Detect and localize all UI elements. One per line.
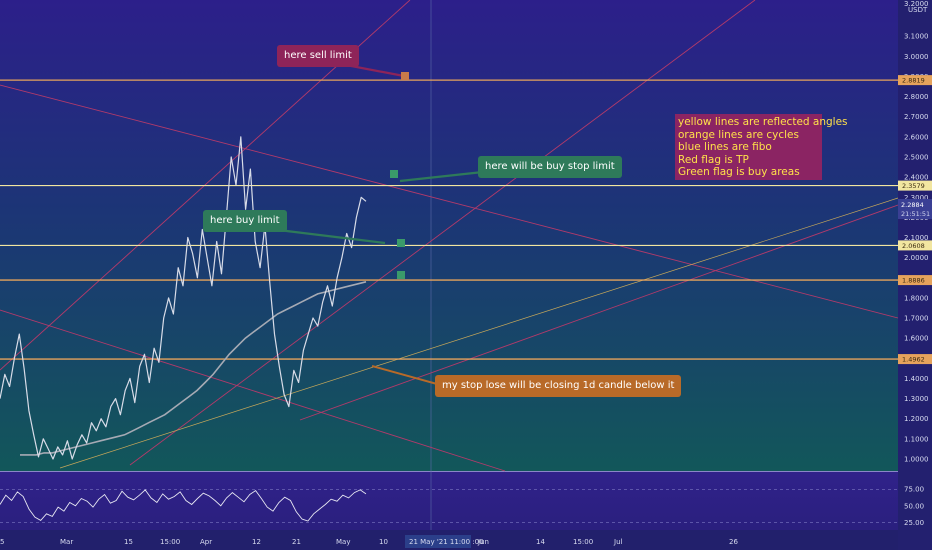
price-tick: 2.6000 [904, 133, 929, 141]
red-flag-icon [401, 72, 409, 80]
oscillator-tick: 25.00 [904, 519, 924, 527]
price-tick: 1.4000 [904, 375, 929, 383]
callout-pointers [261, 59, 484, 385]
level-label: 1.8886 [902, 277, 925, 285]
time-tick: 26 [729, 538, 738, 546]
level-tag [898, 275, 932, 286]
buy-limit-callout[interactable]: here buy limit [203, 210, 287, 232]
cursor-date-label: 21 May '21 11:00 :00 [409, 538, 484, 546]
legend-line: blue lines are fibo [678, 141, 772, 153]
buy-stop-pointer [399, 170, 484, 183]
buy-limit-text: here buy limit [210, 215, 280, 226]
trend-line [0, 84, 899, 319]
price-axis-background [898, 0, 932, 550]
moving-average-line [20, 281, 367, 456]
level-label: 1.4962 [902, 356, 925, 364]
time-tick: 5 [0, 538, 4, 546]
time-axis: 5 Mar 15 15:00 Apr 12 21 May 10 Jun 14 15:00 Jul 26 [0, 538, 738, 546]
level-tags: 2.8819 2.3579 2.0608 1.8886 1.4962 [898, 75, 932, 365]
trend-line [129, 0, 756, 466]
sell-limit-callout[interactable]: here sell limit [277, 45, 359, 67]
price-tick: 1.3000 [904, 395, 929, 403]
price-series [0, 136, 367, 460]
price-tick: 2.7000 [904, 113, 929, 121]
price-tick: 1.1000 [904, 435, 929, 443]
stop-loss-pointer [371, 365, 438, 385]
cursor-date-tag [405, 535, 471, 548]
price-tick: 3.2000 [904, 0, 929, 8]
legend-line: Red flag is TP [678, 153, 749, 166]
green-flag-icon [397, 239, 405, 247]
green-flag-icon [390, 170, 398, 178]
price-tick: 2.1000 [904, 234, 929, 242]
price-tick: 2.0000 [904, 254, 929, 262]
level-tag [898, 240, 932, 251]
legend-line: orange lines are cycles [678, 128, 799, 141]
trend-line [59, 197, 899, 469]
oscillator-axis: 75.00 50.00 25.00 [904, 486, 924, 527]
level-tag [898, 354, 932, 365]
current-price-label: 2.2884 [901, 201, 924, 209]
time-tick: 21 [292, 538, 301, 546]
price-tick: 2.4000 [904, 174, 929, 182]
sell-limit-text: here sell limit [284, 50, 352, 61]
price-tick: 1.2000 [904, 415, 929, 423]
oscillator-tick: 75.00 [904, 486, 924, 494]
price-tick: 1.0000 [904, 455, 929, 463]
price-tick: 2.8000 [904, 93, 929, 101]
green-flag-icon [397, 271, 405, 279]
legend-line: Green flag is buy areas [678, 166, 800, 178]
level-label: 2.0608 [902, 242, 925, 250]
price-tick: 3.1000 [904, 33, 929, 41]
trend-line [299, 204, 899, 421]
legend-note[interactable]: yellow lines are reflected angles orange… [675, 114, 848, 180]
buy-stop-text: here will be buy stop limit [485, 161, 615, 172]
level-tag [898, 180, 932, 191]
price-tick: 1.7000 [904, 315, 929, 323]
oscillator-line [0, 489, 367, 522]
moving-average [20, 281, 367, 456]
flags [390, 72, 409, 279]
legend-line: yellow lines are reflected angles [678, 116, 848, 128]
time-tick: Apr [200, 538, 212, 546]
price-tick: 2.5000 [904, 153, 929, 161]
oscillator [0, 488, 898, 523]
time-tick: 14 [536, 538, 545, 546]
time-tick: Mar [60, 538, 73, 546]
time-tick: 10 [379, 538, 388, 546]
level-label: 2.3579 [902, 182, 925, 190]
price-tick: 2.3000 [904, 194, 929, 202]
trend-line [0, 309, 506, 472]
currency-label: USDT [908, 6, 928, 14]
stop-loss-text: my stop lose will be closing 1d candle b… [442, 380, 675, 391]
time-tick: 15:00 [573, 538, 593, 546]
current-price-tag [898, 199, 932, 219]
price-tick: 3.0000 [904, 53, 929, 61]
oscillator-pane-background [0, 472, 898, 530]
level-label: 2.8819 [902, 77, 925, 85]
countdown-label: 21:51:51 [901, 210, 930, 218]
price-line [0, 136, 367, 460]
horizontal-levels [0, 79, 898, 360]
time-tick: Jul [613, 538, 623, 546]
time-tick: 15 [124, 538, 133, 546]
price-tick: 1.6000 [904, 335, 929, 343]
oscillator-tick: 50.00 [904, 502, 924, 510]
time-tick: Jun [477, 538, 489, 546]
time-tick: 15:00 [160, 538, 180, 546]
time-tick: May [336, 538, 350, 546]
buy-stop-callout[interactable]: here will be buy stop limit [478, 156, 622, 178]
time-tick: 12 [252, 538, 261, 546]
level-tag [898, 75, 932, 86]
price-tick: 1.8000 [904, 294, 929, 302]
stop-loss-callout[interactable]: my stop lose will be closing 1d candle b… [435, 375, 682, 397]
